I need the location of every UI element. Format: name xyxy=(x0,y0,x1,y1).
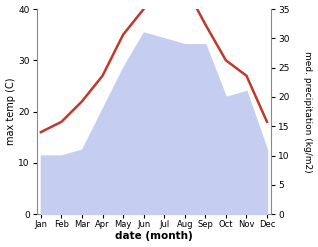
Y-axis label: max temp (C): max temp (C) xyxy=(5,78,16,145)
Y-axis label: med. precipitation (kg/m2): med. precipitation (kg/m2) xyxy=(303,51,313,172)
X-axis label: date (month): date (month) xyxy=(115,231,193,242)
